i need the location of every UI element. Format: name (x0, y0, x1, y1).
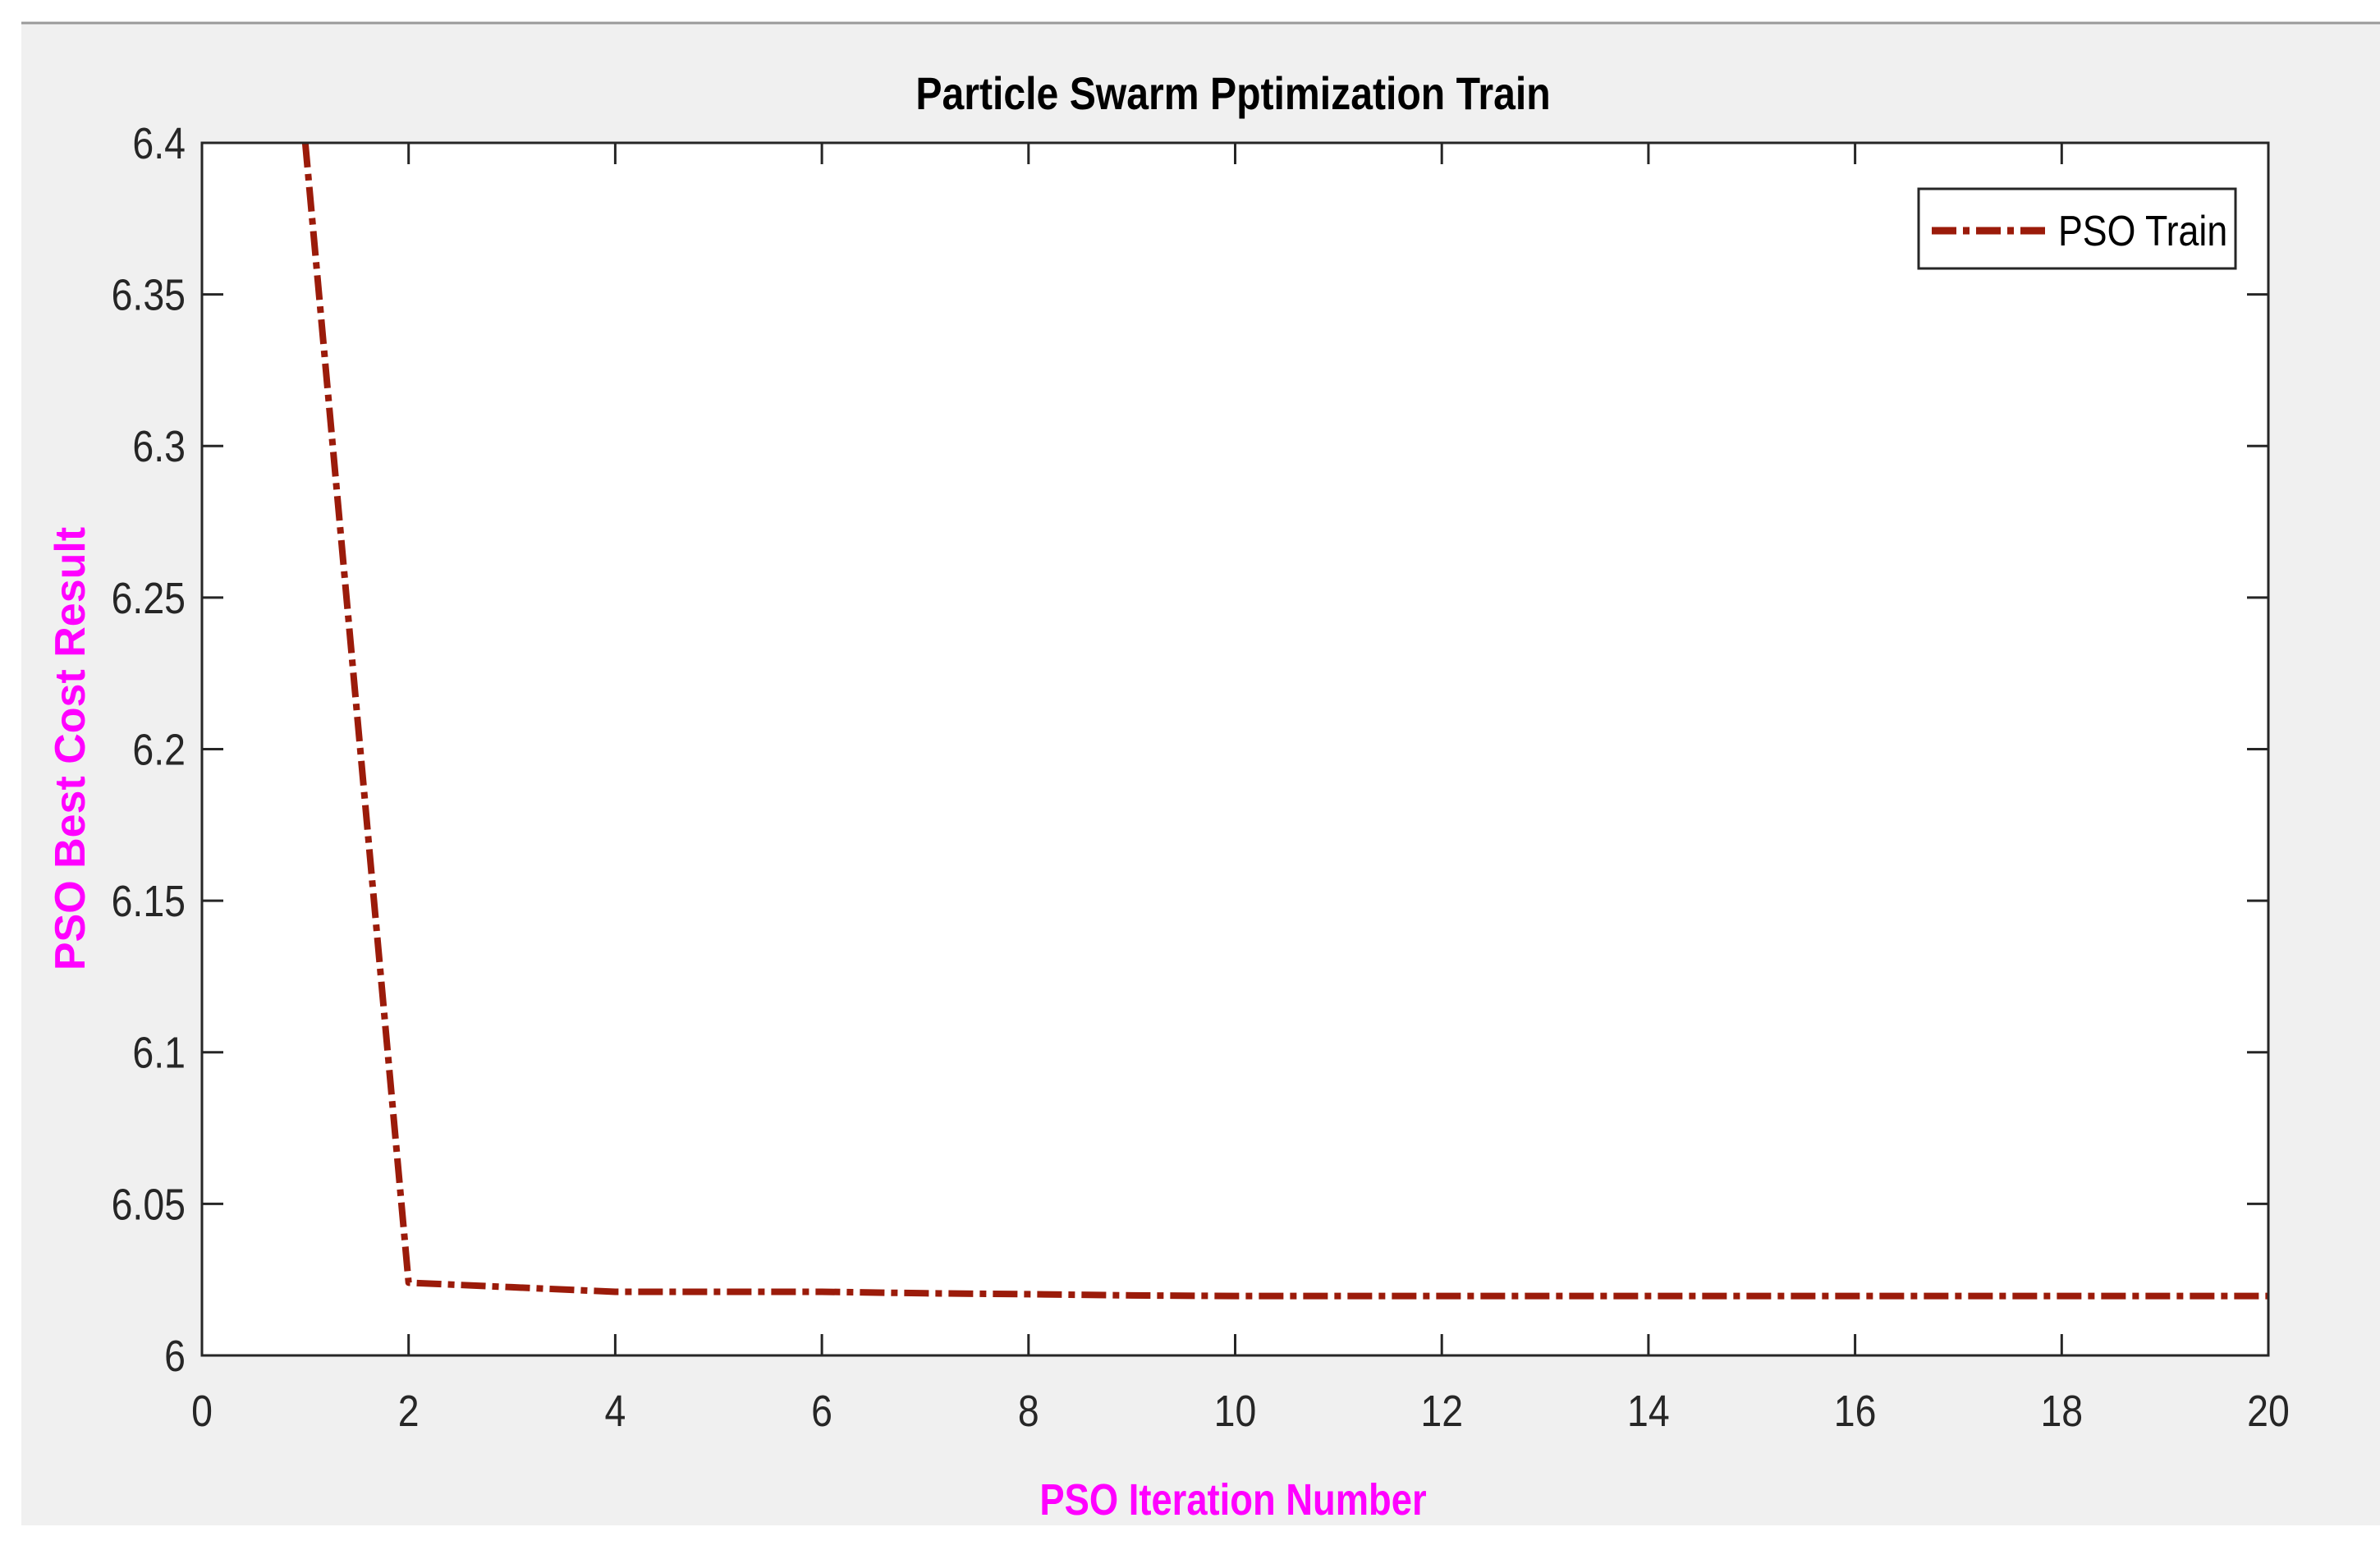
y-tick-label: 6.4 (132, 118, 186, 168)
x-tick-label: 0 (191, 1386, 213, 1436)
legend: PSO Train (1917, 187, 2237, 270)
y-tick-label: 6.15 (112, 876, 186, 926)
x-tick-label: 2 (398, 1386, 420, 1436)
y-axis-label: PSO Best Cost Result (47, 527, 94, 970)
x-tick-label: 20 (2247, 1386, 2290, 1436)
axis-tick-labels: 0 2 4 6 8 10 12 14 16 18 20 6 6.05 6.1 6.15 6.2 6.25 6.3 6… (112, 118, 2290, 1436)
x-tick-label: 12 (1420, 1386, 1463, 1436)
x-axis-label: PSO Iteration Number (1039, 1474, 1426, 1525)
y-tick-label: 6.2 (132, 724, 186, 774)
y-tick-label: 6.05 (112, 1179, 186, 1229)
chart-title: Particle Swarm Pptimization Train (915, 69, 1550, 120)
x-tick-label: 4 (604, 1386, 626, 1436)
x-tick-label: 18 (2040, 1386, 2083, 1436)
legend-box (1917, 187, 2237, 270)
y-tick-label: 6.3 (132, 421, 186, 471)
y-tick-label: 6 (164, 1331, 186, 1381)
series-line-pso-train (301, 142, 2268, 1300)
x-tick-label: 6 (811, 1386, 832, 1436)
x-tick-label: 10 (1214, 1386, 1257, 1436)
axes-box (200, 141, 2270, 1357)
y-tick-label: 6.25 (112, 573, 186, 623)
x-tick-label: 14 (1627, 1386, 1670, 1436)
plot-area (202, 143, 2268, 1355)
y-tick-label: 6.35 (112, 269, 186, 319)
x-tick-label: 8 (1018, 1386, 1039, 1436)
y-tick-label: 6.1 (132, 1027, 186, 1077)
legend-label-pso-train: PSO Train (2058, 208, 2227, 255)
series-layer (301, 142, 2268, 1300)
x-tick-label: 16 (1834, 1386, 1877, 1436)
